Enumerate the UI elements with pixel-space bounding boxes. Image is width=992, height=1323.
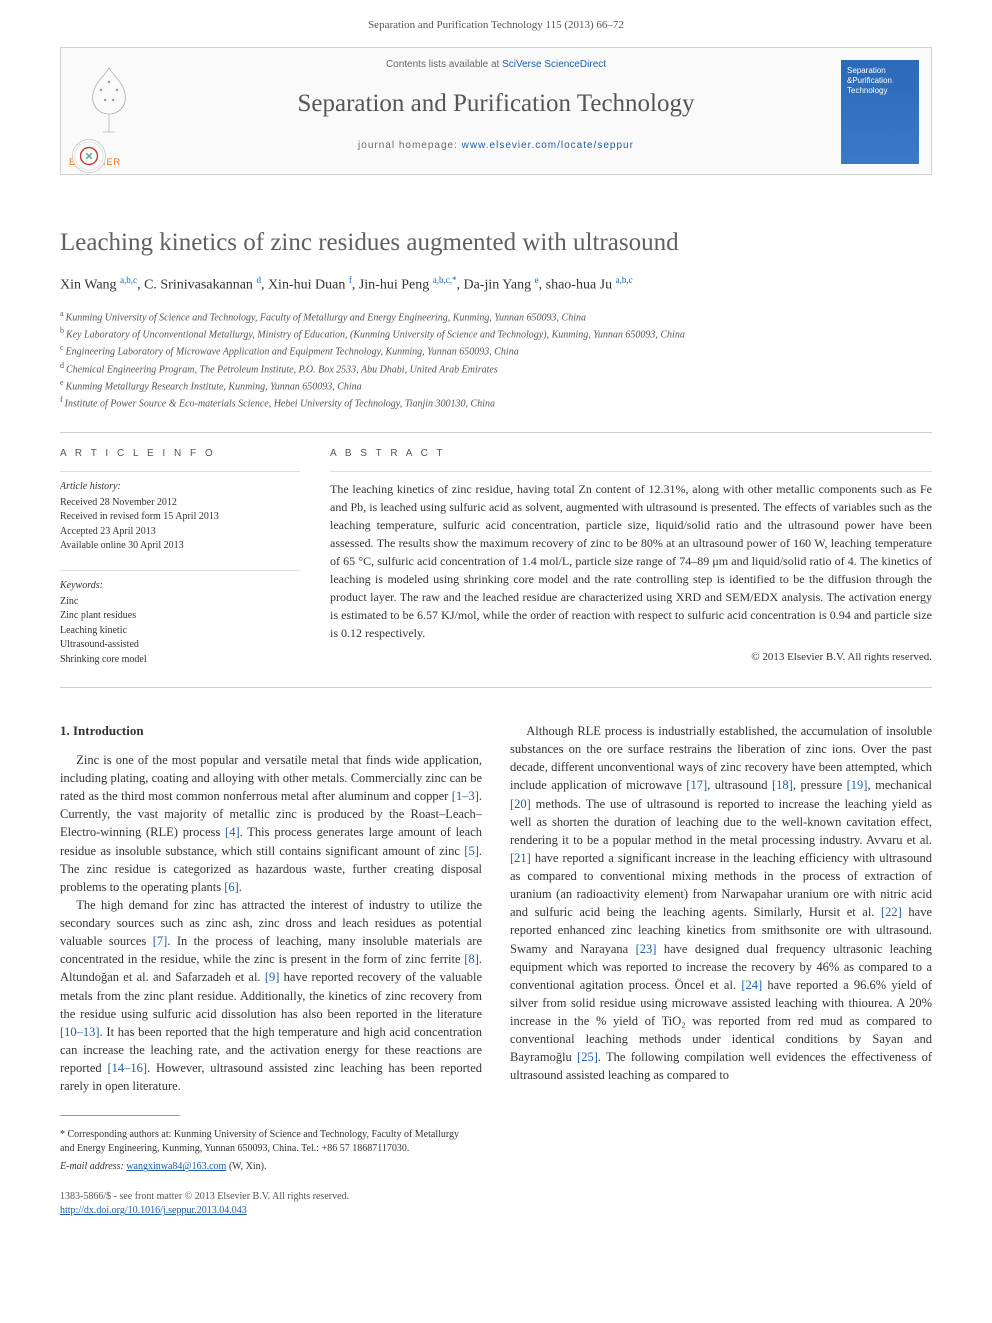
keyword-line: Shrinking core model <box>60 653 300 668</box>
footnote-divider <box>60 1115 180 1116</box>
abstract-heading: A B S T R A C T <box>330 447 932 461</box>
page-footer: 1383-5866/$ - see front matter © 2013 El… <box>60 1190 932 1218</box>
article-body: 1. Introduction Zinc is one of the most … <box>60 722 932 1095</box>
article-info-heading: A R T I C L E I N F O <box>60 447 300 461</box>
affiliation-line: c Engineering Laboratory of Microwave Ap… <box>60 342 932 359</box>
journal-homepage-link[interactable]: www.elsevier.com/locate/seppur <box>462 140 634 151</box>
author-affiliation-marker: f <box>349 275 352 285</box>
sciencedirect-link[interactable]: SciVerse ScienceDirect <box>502 59 606 70</box>
affiliations-block: a Kunming University of Science and Tech… <box>60 308 932 412</box>
citation-ref[interactable]: [18] <box>772 778 793 792</box>
citation-ref[interactable]: [20] <box>510 797 531 811</box>
author-affiliation-marker: a,b,c,* <box>433 275 457 285</box>
citation-ref[interactable]: [9] <box>265 970 280 984</box>
author-affiliation-marker: a,b,c <box>616 275 633 285</box>
journal-title: Separation and Purification Technology <box>171 86 821 121</box>
history-label: Article history: <box>60 480 300 494</box>
author-affiliation-marker: e <box>535 275 539 285</box>
info-abstract-row: A R T I C L E I N F O Article history: R… <box>60 433 932 668</box>
citation-ref[interactable]: [21] <box>510 851 531 865</box>
abstract-column: A B S T R A C T The leaching kinetics of… <box>330 433 932 668</box>
article-info-column: A R T I C L E I N F O Article history: R… <box>60 433 300 668</box>
affiliation-line: e Kunming Metallurgy Research Institute,… <box>60 377 932 394</box>
contents-lists-line: Contents lists available at SciVerse Sci… <box>171 58 821 72</box>
citation-ref[interactable]: [5] <box>464 844 479 858</box>
history-line: Received in revised form 15 April 2013 <box>60 510 300 525</box>
history-line: Accepted 23 April 2013 <box>60 525 300 540</box>
section-1-heading: 1. Introduction <box>60 722 482 741</box>
banner-center: Contents lists available at SciVerse Sci… <box>171 58 821 153</box>
citation-ref[interactable]: [1–3] <box>452 789 479 803</box>
journal-homepage-line: journal homepage: www.elsevier.com/locat… <box>171 139 821 153</box>
corresponding-email-link[interactable]: wangxinwa84@163.com <box>126 1161 226 1172</box>
keyword-line: Ultrasound-assisted <box>60 638 300 653</box>
citation-ref[interactable]: [7] <box>153 934 168 948</box>
citation-ref[interactable]: [25] <box>577 1050 598 1064</box>
citation-ref[interactable]: [8] <box>464 952 479 966</box>
authors-line: Xin Wang a,b,c, C. Srinivasakannan d, Xi… <box>60 274 932 295</box>
body-paragraph: Zinc is one of the most popular and vers… <box>60 751 482 896</box>
abstract-copyright: © 2013 Elsevier B.V. All rights reserved… <box>330 650 932 665</box>
front-matter-line: 1383-5866/$ - see front matter © 2013 El… <box>60 1190 932 1204</box>
citation-ref[interactable]: [17] <box>686 778 707 792</box>
journal-banner: ELSEVIER Contents lists available at Sci… <box>60 47 932 175</box>
affiliation-line: b Key Laboratory of Unconventional Metal… <box>60 325 932 342</box>
citation-ref[interactable]: [14–16] <box>107 1061 147 1075</box>
doi-link[interactable]: http://dx.doi.org/10.1016/j.seppur.2013.… <box>60 1205 247 1216</box>
email-suffix: (W, Xin). <box>229 1161 267 1172</box>
citation-ref[interactable]: [10–13] <box>60 1025 100 1039</box>
corresponding-author-footnote: * Corresponding authors at: Kunming Univ… <box>60 1122 470 1174</box>
body-paragraph: The high demand for zinc has attracted t… <box>60 896 482 1095</box>
keyword-line: Zinc plant residues <box>60 609 300 624</box>
citation-ref[interactable]: [24] <box>741 978 762 992</box>
crossmark-icon[interactable] <box>72 139 106 173</box>
citation-text: Separation and Purification Technology 1… <box>368 19 624 31</box>
affiliation-line: d Chemical Engineering Program, The Petr… <box>60 360 932 377</box>
citation-ref[interactable]: [23] <box>636 942 657 956</box>
author-affiliation-marker: a,b,c <box>120 275 137 285</box>
citation-ref[interactable]: [4] <box>225 825 240 839</box>
email-label: E-mail address: <box>60 1161 124 1172</box>
abstract-text: The leaching kinetics of zinc residue, h… <box>330 480 932 642</box>
citation-ref[interactable]: [19] <box>847 778 868 792</box>
running-header: Separation and Purification Technology 1… <box>0 0 992 39</box>
affiliation-line: f Institute of Power Source & Eco-materi… <box>60 394 932 411</box>
citation-ref[interactable]: [6] <box>224 880 239 894</box>
keywords-label: Keywords: <box>60 579 300 593</box>
body-paragraph: Although RLE process is industrially est… <box>510 722 932 1085</box>
author-affiliation-marker: d <box>256 275 261 285</box>
keyword-line: Leaching kinetic <box>60 624 300 639</box>
history-line: Available online 30 April 2013 <box>60 539 300 554</box>
keyword-line: Zinc <box>60 595 300 610</box>
article-title: Leaching kinetics of zinc residues augme… <box>60 225 932 260</box>
affiliation-line: a Kunming University of Science and Tech… <box>60 308 932 325</box>
corresponding-text: * Corresponding authors at: Kunming Univ… <box>60 1128 470 1156</box>
elsevier-tree-logo <box>73 60 145 150</box>
history-line: Received 28 November 2012 <box>60 496 300 511</box>
journal-cover-thumbnail: Separation &Purification Technology <box>841 60 919 164</box>
section-divider <box>60 687 932 688</box>
citation-ref[interactable]: [22] <box>881 905 902 919</box>
